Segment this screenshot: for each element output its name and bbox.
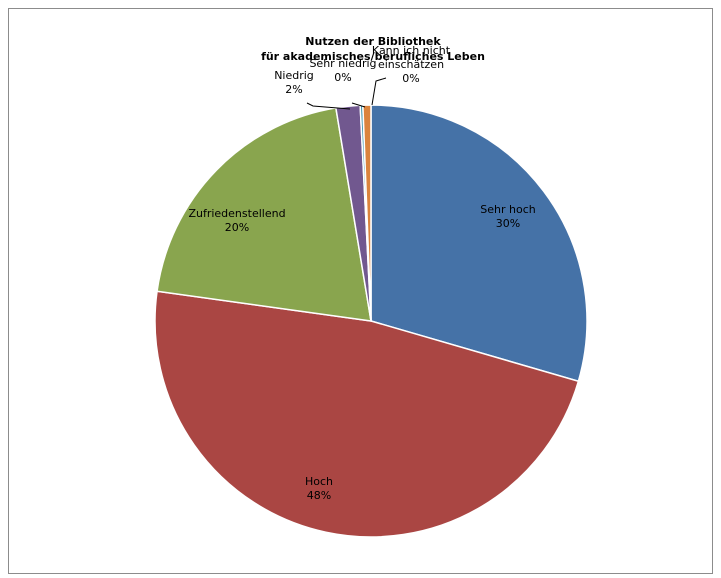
slice-label-0: Sehr hoch 30%: [480, 203, 535, 230]
slice-label-1: Hoch 48%: [305, 475, 333, 502]
slice-label-1-line-0: Hoch: [305, 475, 333, 488]
slice-label-0-line-0: Sehr hoch: [480, 203, 535, 216]
pie-slices: [154, 104, 588, 538]
slice-label-5-line-0: Kann ich nicht: [372, 44, 451, 57]
slice-label-3-line-1: 2%: [285, 83, 302, 96]
pie-slice-0: [370, 104, 588, 383]
leader-line-5: [371, 77, 387, 106]
slice-label-1-line-1: 48%: [307, 489, 331, 502]
slice-label-4-line-0: Sehr niedrig: [309, 57, 376, 70]
slice-label-2-line-0: Zufriedenstellend: [188, 207, 285, 220]
leader-line-4: [351, 102, 366, 108]
slice-label-4: Sehr niedrig 0%: [309, 57, 376, 84]
slice-label-5: Kann ich nicht einschätzen 0%: [372, 44, 451, 85]
slice-label-2: Zufriedenstellend 20%: [188, 207, 285, 234]
slice-label-5-line-1: einschätzen: [378, 58, 444, 71]
slice-label-3: Niedrig 2%: [274, 69, 314, 96]
pie-slice-1: [154, 290, 580, 538]
leader-lines: [306, 77, 387, 110]
pie-slice-2: [156, 107, 372, 322]
slice-label-3-line-0: Niedrig: [274, 69, 314, 82]
slice-label-0-line-1: 30%: [496, 217, 520, 230]
chart-title-line-2: für akademisches/berufliches Leben: [261, 50, 485, 63]
slice-labels: Sehr hoch 30% Hoch 48% Zufriedenstellend 20% N…: [188, 44, 535, 502]
slice-label-2-line-1: 20%: [225, 221, 249, 234]
leader-line-3: [306, 102, 351, 110]
pie-slice-5: [362, 104, 372, 322]
slice-label-5-line-2: 0%: [402, 72, 419, 85]
chart-title-line-1: Nutzen der Bibliothek: [305, 35, 441, 48]
slice-label-4-line-1: 0%: [334, 71, 351, 84]
